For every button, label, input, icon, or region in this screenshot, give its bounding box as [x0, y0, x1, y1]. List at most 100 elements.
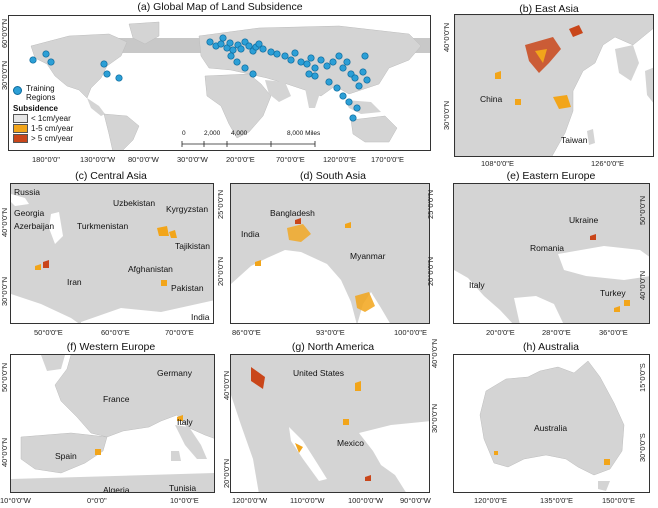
training-region-point [323, 62, 331, 70]
training-region-point [206, 38, 214, 46]
place-label-pakistan: Pakistan [171, 283, 204, 293]
place-label-azerbaijan: Azerbaijan [14, 221, 55, 231]
x-tick: 90°0'0"W [400, 496, 431, 505]
training-region-point [287, 56, 295, 64]
subsidence-mid-afghanistan [161, 280, 167, 286]
y-tick-60n: 60°0'0"N [0, 18, 9, 48]
map-frame: Bangladesh India Myanmar [230, 183, 430, 324]
subsidence-high-mexico-city [365, 475, 371, 481]
training-region-point [115, 74, 123, 82]
place-label-myanmar: Myanmar [350, 251, 386, 261]
pacific-ocean [231, 395, 259, 492]
place-label-australia: Australia [534, 423, 568, 433]
panel-title: (b) East Asia [519, 3, 579, 15]
landmass-china [455, 15, 653, 156]
training-region-point [361, 52, 369, 60]
y-tick: 25°0'0"N [426, 189, 435, 219]
persian-gulf [11, 294, 79, 323]
place-label-italy: Italy [177, 417, 193, 427]
place-label-india: India [241, 229, 260, 239]
y-tick: 30°0'0"N [0, 276, 9, 306]
map-frame: Russia Georgia Azerbaijan Uzbekistan Kyr… [10, 183, 214, 324]
x-tick: 180°0'0" [32, 155, 60, 164]
place-label-russia: Russia [14, 187, 40, 197]
y-tick: 30°0'0"S [638, 433, 647, 462]
subsidence-high-northeast [569, 25, 583, 37]
place-label-georgia: Georgia [14, 208, 45, 218]
training-region-point [345, 98, 353, 106]
subsidence-mid-yangtze [553, 95, 571, 109]
y-tick: 50°0'0"N [638, 195, 647, 225]
training-region-point [255, 40, 263, 48]
subsidence-high-iran [43, 260, 49, 268]
x-tick: 70°0'0"E [276, 155, 305, 164]
subsidence-high-romania [590, 234, 596, 240]
subsidence-mid-victoria [604, 459, 610, 465]
training-region-point [227, 52, 235, 60]
scale-label-8000: 8,000 Miles [287, 130, 321, 137]
place-label-afghanistan: Afghanistan [128, 264, 173, 274]
y-tick: 40°0'0"N [430, 338, 439, 368]
place-label-tajikistan: Tajikistan [175, 241, 210, 251]
subsidence-mid-irrawaddy [355, 292, 375, 312]
landmass-australia [479, 360, 625, 476]
panel-south-asia: (d) South Asia Bangladesh India Myanmar … [216, 167, 444, 339]
panel-title: (h) Australia [522, 341, 580, 353]
map-frame: 0 2,000 4,000 8,000 Miles Training Regio… [8, 15, 431, 151]
subsidence-mid-italy [177, 415, 183, 421]
landmass-iberia [20, 432, 108, 474]
landmass-sardinia [171, 451, 181, 461]
landmass-arabia [265, 80, 291, 102]
subsidence-mid-perth [494, 451, 498, 455]
training-region-points [29, 34, 371, 122]
legend-class-mid: 1-5 cm/year [13, 124, 86, 134]
x-tick: 170°0'0"E [371, 155, 404, 164]
y-tick: 40°0'0"N [0, 437, 9, 467]
training-region-point [103, 70, 111, 78]
place-label-uzbekistan: Uzbekistan [113, 198, 156, 208]
gulf-of-california [289, 427, 327, 481]
y-tick: 15°0'0"S [638, 363, 647, 392]
training-region-point [42, 50, 50, 58]
x-tick: 100°0'0"E [394, 328, 427, 337]
place-label-bangladesh: Bangladesh [270, 208, 315, 218]
place-label-taiwan: Taiwan [561, 135, 588, 145]
y-tick-left: 40°0'0"N [222, 370, 231, 400]
x-tick: 30°0'0"W [177, 155, 208, 164]
landmass-south-america [103, 113, 140, 150]
place-label-italy: Italy [469, 280, 485, 290]
place-label-france: France [103, 394, 130, 404]
x-tick: 36°0'0"E [599, 328, 628, 337]
subsidence-high-california [251, 367, 265, 389]
legend-points-label: Training Regions [26, 84, 56, 102]
black-sea [558, 246, 649, 280]
y-tick-30n: 30°0'0"N [0, 60, 9, 90]
map-frame: United States Mexico [230, 354, 430, 493]
x-tick: 120°0'0"E [474, 496, 507, 505]
y-tick: 20°0'0"N [426, 256, 435, 286]
landmass-se-asia [345, 100, 381, 114]
y-tick: 50°0'0"N [0, 362, 9, 392]
subsidence-mid-west [495, 71, 501, 79]
world-map [29, 21, 430, 150]
subsidence-mid-texas [343, 419, 349, 425]
place-label-united-states: United States [293, 368, 345, 378]
training-region-point [29, 56, 37, 64]
x-tick: 120°0'0"E [323, 155, 356, 164]
panel-title: (a) Global Map of Land Subsidence [137, 1, 303, 13]
y-tick-left: 25°0'0"N [216, 189, 225, 219]
y-tick: 40°0'0"N [638, 270, 647, 300]
subsidence-mid-turkey-2 [624, 300, 630, 306]
bay-of-bengal [231, 250, 357, 323]
training-region-point [311, 64, 319, 72]
andaman-sea [357, 292, 390, 323]
training-region-point [233, 58, 241, 66]
map-legend: Training Regions Subsidence < 1cm/year 1… [13, 84, 86, 144]
place-label-tunisia: Tunisia [169, 483, 197, 493]
x-tick: 10°0'0"W [0, 496, 31, 505]
training-region-point [311, 72, 319, 80]
panel-north-america: (g) North America United States Mexico 4… [222, 338, 444, 508]
training-region-point [259, 45, 267, 53]
landmass-africa [204, 73, 272, 139]
training-region-point [291, 49, 299, 57]
